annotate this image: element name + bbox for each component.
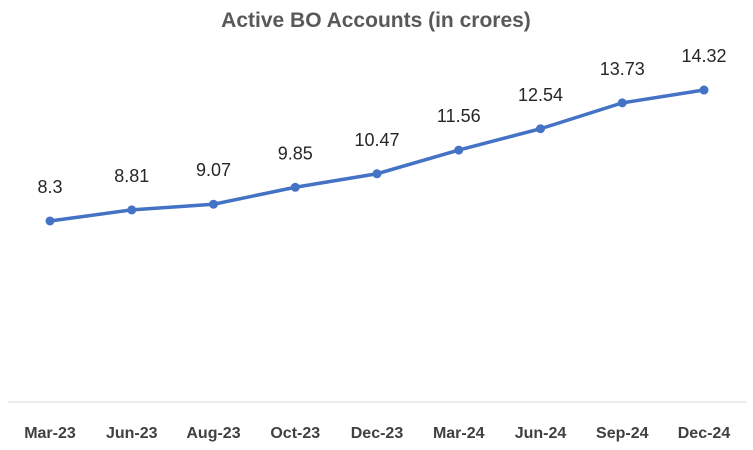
data-label-mar-23: 8.3	[37, 177, 62, 197]
x-tick-dec-24: Dec-24	[678, 425, 731, 442]
series-line	[48, 88, 706, 223]
x-tick-sep-24: Sep-24	[596, 425, 649, 442]
data-label-aug-23: 9.07	[196, 160, 231, 180]
data-points	[45, 85, 709, 226]
data-point-dec-24	[699, 85, 709, 95]
data-label-mar-24: 11.56	[437, 106, 481, 126]
data-point-oct-23	[290, 182, 300, 192]
data-labels: 8.3 8.81 9.07 9.85 10.47 11.56 12.54 13.73 14.32	[37, 46, 726, 197]
x-tick-aug-23: Aug-23	[186, 425, 240, 442]
data-point-jun-24	[536, 124, 545, 134]
data-point-aug-23	[209, 199, 218, 209]
x-tick-mar-24: Mar-24	[433, 425, 485, 442]
data-point-jun-23	[127, 205, 137, 215]
x-tick-jun-24: Jun-24	[515, 425, 567, 442]
x-tick-mar-23: Mar-23	[24, 425, 76, 442]
chart-title: Active BO Accounts (in crores)	[221, 9, 531, 32]
data-label-jun-24: 12.54	[518, 85, 563, 105]
x-tick-oct-23: Oct-23	[270, 425, 320, 442]
data-point-mar-24	[454, 145, 464, 155]
x-tick-dec-23: Dec-23	[351, 425, 404, 442]
data-label-dec-23: 10.47	[354, 130, 399, 150]
x-axis-tick-labels: Mar-23 Jun-23 Aug-23 Oct-23 Dec-23 Mar-24 Jun-…	[24, 425, 730, 442]
data-point-dec-23	[372, 169, 382, 179]
data-label-jun-23: 8.81	[114, 166, 149, 186]
x-tick-jun-23: Jun-23	[106, 425, 158, 442]
data-label-dec-24: 14.32	[681, 46, 726, 66]
data-point-sep-24	[617, 98, 627, 108]
data-label-sep-24: 13.73	[600, 59, 645, 79]
data-point-mar-23	[45, 216, 55, 226]
data-label-oct-23: 9.85	[278, 143, 313, 163]
